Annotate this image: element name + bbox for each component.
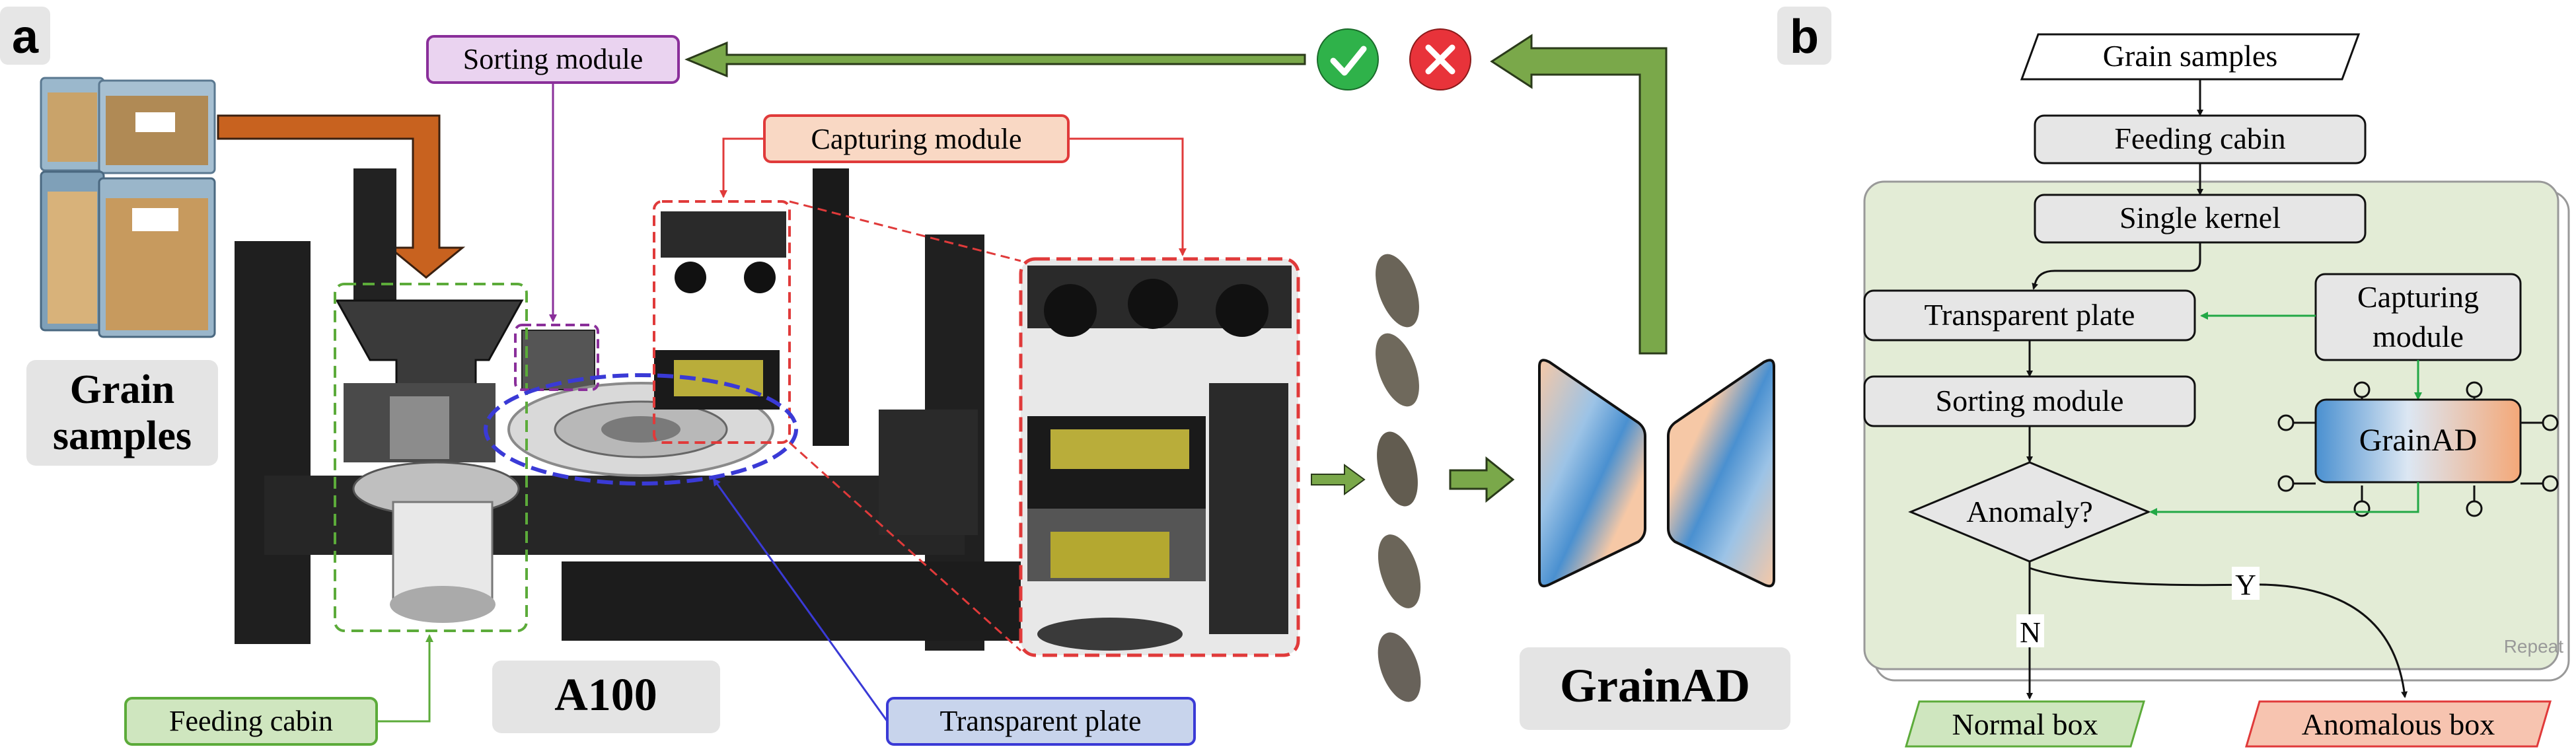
normal-box-label: Normal box: [1952, 707, 2098, 741]
kernel-images: [1376, 254, 1421, 702]
feeding-cabin-dashed-box: [334, 283, 528, 632]
panel-a-letter: a: [12, 11, 39, 63]
grainad-decoder-shape: [1667, 359, 1775, 588]
grainad-node-label: GrainAD: [2359, 423, 2478, 458]
capturing-module-label: Capturing module: [811, 123, 1022, 155]
no-branch-label: N: [2020, 616, 2041, 649]
yes-branch-label: Y: [2235, 569, 2256, 601]
grain-samples-node-label: Grain samples: [2103, 39, 2277, 73]
panel-b-letter: b: [1790, 11, 1819, 63]
grain-samples-label-line1: Grain: [70, 367, 174, 412]
sorting-module-node-label: Sorting module: [1936, 384, 2124, 417]
normal-box-node: [1904, 700, 2146, 748]
transparent-plate-label: Transparent plate: [939, 705, 1141, 737]
green-arrow-to-kernels: [1311, 464, 1366, 495]
grainad-encoder-shape: [1538, 359, 1646, 588]
single-kernel-node-label: Single kernel: [2119, 201, 2281, 234]
grain-sample-bags-image: [40, 77, 216, 338]
green-arrow-to-model: [1449, 456, 1515, 503]
grain-samples-node: [2020, 33, 2361, 81]
zoom-line-top: [789, 200, 1021, 262]
capturing-module-zoom-image: [1021, 259, 1298, 655]
feedback-arrow-right: [1490, 46, 1638, 353]
feedback-arrow: [1490, 34, 1668, 355]
zoom-line-bottom: [788, 441, 1022, 652]
model-name-label: GrainAD: [1560, 659, 1750, 712]
anomalous-box-label: Anomalous box: [2302, 707, 2495, 741]
capturing-module-node-line2: module: [2373, 320, 2464, 353]
sorting-machine-image: [235, 168, 1024, 651]
transparent-plate-node-label: Transparent plate: [1925, 298, 2135, 332]
feeding-cabin-node-label: Feeding cabin: [2114, 122, 2285, 155]
capturing-module-zoom-frame: [1019, 257, 1300, 657]
check-icon: [1317, 28, 1379, 90]
capturing-module-dashed-box: [653, 200, 791, 444]
capturing-module-pointer-left: [719, 137, 764, 198]
transparent-plate-pointer: [712, 478, 889, 722]
cross-mark-glyph: [1425, 44, 1455, 75]
check-mark-glyph: [1330, 46, 1367, 76]
device-name-label: A100: [554, 670, 657, 721]
anomalous-box-node: [2244, 700, 2552, 748]
sorting-module-label: Sorting module: [463, 43, 644, 75]
anomaly-decision-label: Anomaly?: [1966, 495, 2093, 528]
feeding-cabin-label: Feeding cabin: [169, 705, 333, 737]
result-arrow-to-sorting: [684, 41, 1306, 78]
feeding-cabin-pointer: [377, 634, 433, 723]
capturing-module-node-line1: Capturing: [2357, 280, 2479, 314]
capturing-module-pointer-right: [1068, 137, 1187, 256]
sorting-module-dashed-box: [514, 324, 599, 391]
repeat-label: Repeat: [2504, 636, 2564, 657]
grain-samples-label-line2: samples: [53, 413, 192, 458]
panel-b: b Repeat Grain samples Feeding cabin Sin…: [1777, 7, 2570, 748]
panel-a: a Grain samples: [0, 7, 1790, 746]
orange-feed-arrow: [217, 114, 466, 279]
transparent-plate-dashed-ring: [484, 373, 798, 485]
